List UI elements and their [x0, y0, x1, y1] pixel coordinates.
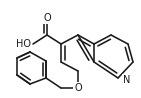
Text: O: O: [74, 83, 82, 93]
Text: HO: HO: [16, 39, 31, 49]
Text: N: N: [123, 75, 130, 85]
Text: O: O: [43, 13, 51, 23]
